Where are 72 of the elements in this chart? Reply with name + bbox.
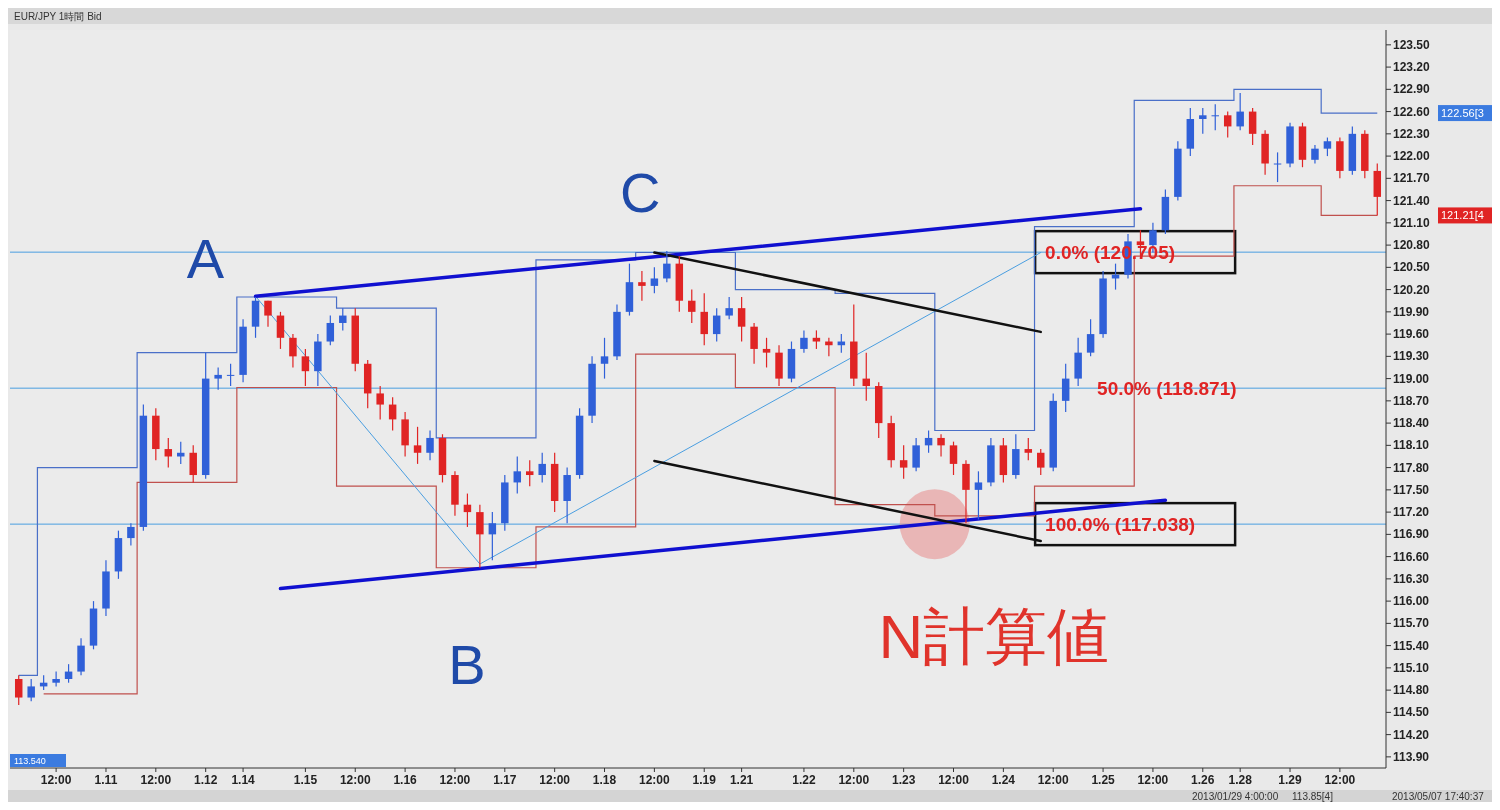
y-tick-label: 119.30 xyxy=(1393,349,1430,364)
x-tick-label: 1.12 xyxy=(194,773,218,787)
y-tick-label: 115.70 xyxy=(1393,616,1430,631)
annotation: 113.540 xyxy=(14,756,46,766)
ref-line-label: 100.0% (117.038) xyxy=(1045,514,1196,536)
y-tick-label: 114.20 xyxy=(1393,727,1430,742)
annotation: C xyxy=(619,160,661,224)
x-tick-label: 1.19 xyxy=(692,773,717,787)
y-tick-label: 122.30 xyxy=(1393,126,1431,141)
x-tick-label: 1.16 xyxy=(393,773,418,787)
y-tick-label: 122.00 xyxy=(1393,149,1431,164)
y-tick-label: 116.00 xyxy=(1393,594,1430,609)
y-tick-label: 113.90 xyxy=(1393,749,1430,764)
x-tick-label: 1.21 xyxy=(729,773,754,787)
x-tick-label: 12:00 xyxy=(639,773,671,787)
text: 122.56[3 xyxy=(1441,107,1484,120)
y-tick-label: 116.60 xyxy=(1393,549,1430,564)
y-tick-label: 122.60 xyxy=(1393,104,1431,119)
y-tick-label: 117.50 xyxy=(1393,482,1430,497)
text: 121.21[4 xyxy=(1441,209,1484,222)
annotation: A xyxy=(186,227,225,291)
x-tick-label: 1.15 xyxy=(293,773,318,787)
annotation: B xyxy=(448,633,486,697)
y-tick-label: 117.80 xyxy=(1393,460,1430,475)
x-tick-label: 1.26 xyxy=(1191,773,1215,787)
y-tick-label: 121.40 xyxy=(1393,193,1431,208)
x-tick-label: 1.23 xyxy=(891,773,916,787)
x-tick-label: 1.11 xyxy=(94,773,118,787)
x-tick-label: 1.22 xyxy=(792,773,816,787)
annotation: N計算値 xyxy=(878,602,1110,671)
text: 113.85[4] xyxy=(1292,791,1334,802)
y-tick-label: 119.60 xyxy=(1393,327,1430,342)
y-tick-label: 119.00 xyxy=(1393,371,1430,386)
y-tick-label: 115.40 xyxy=(1393,638,1430,653)
y-tick-label: 117.20 xyxy=(1393,505,1430,520)
y-tick-label: 114.50 xyxy=(1393,705,1430,720)
x-tick-label: 12:00 xyxy=(938,773,970,787)
y-tick-label: 115.10 xyxy=(1393,660,1430,675)
x-tick-label: 1.24 xyxy=(991,773,1016,787)
y-tick-label: 123.20 xyxy=(1393,60,1431,75)
y-tick-label: 119.90 xyxy=(1393,304,1430,319)
y-tick-label: 116.90 xyxy=(1393,527,1430,542)
text: 2013/01/29 4:00:00 xyxy=(1192,791,1279,802)
x-tick-label: 12:00 xyxy=(1037,773,1069,787)
y-tick-label: 121.70 xyxy=(1393,171,1431,186)
y-tick-label: 120.50 xyxy=(1393,260,1431,275)
y-tick-label: 120.80 xyxy=(1393,238,1431,253)
y-tick-label: 116.30 xyxy=(1393,571,1430,586)
y-tick-label: 123.50 xyxy=(1393,37,1431,52)
x-tick-label: 12:00 xyxy=(1324,773,1356,787)
x-tick-label: 1.29 xyxy=(1278,773,1303,787)
y-tick-label: 122.90 xyxy=(1393,82,1431,97)
x-tick-label: 1.17 xyxy=(493,773,517,787)
x-tick-label: 12:00 xyxy=(40,773,72,787)
x-tick-label: 1.25 xyxy=(1091,773,1116,787)
x-tick-label: 1.18 xyxy=(592,773,617,787)
y-tick-label: 114.80 xyxy=(1393,683,1430,698)
x-tick-label: 12:00 xyxy=(1137,773,1169,787)
text: 2013/05/07 17:40:37 xyxy=(1392,791,1485,802)
x-tick-label: 12:00 xyxy=(140,773,172,787)
y-tick-label: 118.40 xyxy=(1393,416,1430,431)
x-tick-label: 12:00 xyxy=(439,773,471,787)
chart-title: EUR/JPY 1時間 Bid xyxy=(14,11,102,22)
y-tick-label: 118.10 xyxy=(1393,438,1430,453)
x-tick-label: 12:00 xyxy=(539,773,571,787)
y-tick-label: 118.70 xyxy=(1393,393,1430,408)
x-tick-label: 12:00 xyxy=(838,773,870,787)
x-tick-label: 12:00 xyxy=(339,773,371,787)
y-tick-label: 120.20 xyxy=(1393,282,1431,297)
y-tick-label: 121.10 xyxy=(1393,215,1431,230)
x-tick-label: 1.28 xyxy=(1228,773,1253,787)
x-tick-label: 1.14 xyxy=(231,773,256,787)
